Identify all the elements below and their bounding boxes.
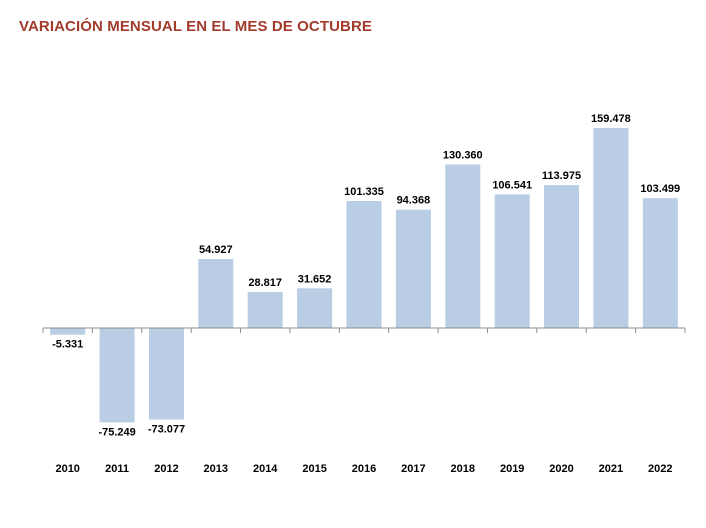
bar-2018 bbox=[445, 164, 481, 328]
bar-2013 bbox=[198, 259, 234, 328]
data-label-2014: 28.817 bbox=[248, 277, 282, 289]
data-label-2018: 130.360 bbox=[443, 150, 483, 162]
bar-2016 bbox=[346, 200, 382, 328]
bar-2014 bbox=[247, 291, 283, 328]
data-label-2016: 101.335 bbox=[344, 186, 384, 198]
x-tick-label-2015: 2015 bbox=[302, 463, 326, 475]
x-tick-label-2013: 2013 bbox=[204, 463, 228, 475]
x-tick-label-2016: 2016 bbox=[352, 463, 376, 475]
bar-2019 bbox=[494, 194, 530, 328]
x-tick-label-2011: 2011 bbox=[105, 463, 129, 475]
data-label-2019: 106.541 bbox=[492, 179, 532, 191]
bars-layer bbox=[50, 128, 678, 423]
x-tick-label-2018: 2018 bbox=[451, 463, 475, 475]
x-tick-label-2010: 2010 bbox=[55, 463, 79, 475]
chart-title: VARIACIÓN MENSUAL EN EL MES DE OCTUBRE bbox=[19, 18, 372, 35]
bar-2012 bbox=[149, 328, 184, 420]
data-label-2013: 54.927 bbox=[199, 244, 233, 256]
data-label-2020: 113.975 bbox=[542, 170, 581, 182]
data-label-2011: -75.249 bbox=[98, 426, 135, 438]
x-tick-labels: 2010 2011 2012 2013 2014 2015 2016 2017 2018 2019… bbox=[55, 463, 672, 475]
x-tick-label-2022: 2022 bbox=[648, 463, 672, 475]
x-tick-label-2012: 2012 bbox=[154, 463, 178, 475]
bar-2022 bbox=[642, 198, 678, 328]
data-label-2010: -5.331 bbox=[52, 339, 83, 351]
bar-2011 bbox=[99, 328, 135, 423]
bar-2020 bbox=[544, 185, 579, 328]
x-tick-label-2017: 2017 bbox=[401, 463, 425, 475]
x-tick-label-2020: 2020 bbox=[549, 463, 573, 475]
data-label-2021: 159.478 bbox=[591, 113, 631, 125]
data-label-2012: -73.077 bbox=[148, 424, 185, 436]
x-axis bbox=[42, 327, 686, 333]
bar-2015 bbox=[297, 288, 333, 328]
bar-2017 bbox=[395, 209, 431, 328]
data-labels: -5.331 -75.249 -73.077 54.927 28.817 31.652 10… bbox=[52, 113, 680, 438]
data-label-2017: 94.368 bbox=[397, 195, 431, 207]
data-label-2015: 31.652 bbox=[298, 273, 332, 285]
x-tick-label-2019: 2019 bbox=[500, 463, 524, 475]
x-tick-label-2014: 2014 bbox=[253, 463, 278, 475]
bar-2010 bbox=[50, 328, 86, 335]
bar-2021 bbox=[593, 128, 629, 328]
x-tick-label-2021: 2021 bbox=[599, 463, 623, 475]
data-label-2022: 103.499 bbox=[640, 183, 680, 195]
